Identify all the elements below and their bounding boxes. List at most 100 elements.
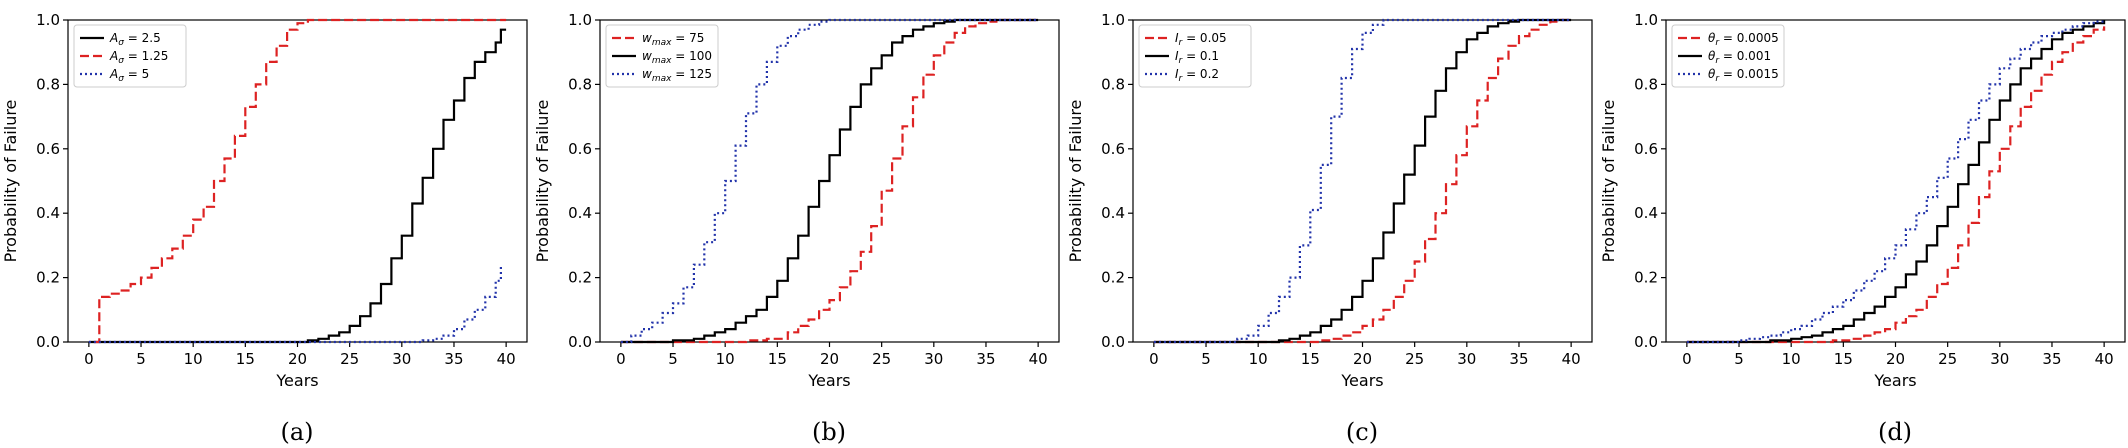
x-axis-label: Years: [807, 371, 850, 390]
x-tick-label: 30: [1457, 350, 1476, 368]
y-tick-label: 0.0: [1634, 333, 1658, 351]
x-tick-label: 25: [340, 350, 359, 368]
legend-label: θr = 0.0005: [1708, 31, 1779, 48]
y-tick-label: 0.8: [568, 75, 592, 93]
x-tick-label: 25: [1405, 350, 1424, 368]
chart-panel-2: 0 5 10 15 20 25 30 35 40 0.0 0.2 0.4 0.6 0.8 1.0 Years P…: [533, 11, 1060, 446]
series-line-dotted: [1686, 20, 2106, 344]
x-tick-label: 5: [1734, 350, 1744, 368]
series-line-solid: [1153, 18, 1572, 344]
y-tick-label: 0.2: [1101, 269, 1125, 287]
panel-caption: (d): [1878, 418, 1912, 446]
x-axis-label: Years: [1873, 371, 1916, 390]
y-tick-label: 0.4: [568, 204, 592, 222]
legend-label: Aσ = 2.5: [109, 31, 161, 48]
legend-label: Aσ = 5: [109, 67, 149, 84]
legend-label: Ir = 0.05: [1175, 31, 1227, 48]
y-tick-label: 1.0: [1101, 11, 1125, 29]
x-tick-label: 10: [1249, 350, 1268, 368]
y-axis-label: Probability of Failure: [1066, 100, 1085, 263]
x-tick-label: 35: [444, 350, 463, 368]
legend-box: [1671, 24, 1785, 88]
x-tick-label: 40: [497, 350, 516, 368]
legend-label: Ir = 0.1: [1175, 49, 1219, 66]
legend-box: [1138, 24, 1252, 88]
chart-panel-3: 0 5 10 15 20 25 30 35 40 0.0 0.2 0.4 0.6 0.8 1.0 Years P…: [1066, 11, 1593, 446]
y-tick-label: 0.6: [1101, 140, 1125, 158]
x-tick-label: 15: [768, 350, 787, 368]
y-tick-label: 0.4: [1634, 204, 1658, 222]
panel-caption: (b): [812, 418, 846, 446]
x-tick-label: 40: [2095, 350, 2114, 368]
x-tick-label: 5: [1201, 350, 1211, 368]
x-tick-label: 20: [1353, 350, 1372, 368]
x-tick-label: 10: [1782, 350, 1801, 368]
x-axis-label: Years: [275, 371, 318, 390]
y-axis-label: Probability of Failure: [1599, 100, 1618, 263]
legend-label: wmax = 125: [642, 67, 712, 84]
y-tick-label: 0.6: [568, 140, 592, 158]
y-axis-label: Probability of Failure: [533, 100, 552, 263]
x-tick-label: 10: [184, 350, 203, 368]
x-tick-label: 15: [1834, 350, 1853, 368]
x-tick-label: 0: [1682, 350, 1692, 368]
y-tick-label: 0.0: [568, 333, 592, 351]
y-tick-label: 0.0: [36, 333, 60, 351]
y-tick-label: 0.2: [36, 269, 60, 287]
series-line-dashed: [1686, 26, 2106, 344]
y-tick-label: 0.8: [36, 75, 60, 93]
panel-caption: (a): [280, 418, 313, 446]
chart-panel-4: 0 5 10 15 20 25 30 35 40 0.0 0.2 0.4 0.6 0.8 1.0 Years P…: [1599, 11, 2126, 446]
y-tick-label: 1.0: [568, 11, 592, 29]
x-tick-label: 20: [288, 350, 307, 368]
x-tick-label: 35: [2042, 350, 2061, 368]
series-line-dashed: [1153, 18, 1572, 344]
y-tick-label: 0.8: [1634, 75, 1658, 93]
y-tick-label: 0.4: [1101, 204, 1125, 222]
series-line-dashed: [94, 18, 507, 344]
x-tick-label: 25: [872, 350, 891, 368]
y-axis-label: Probability of Failure: [1, 100, 20, 263]
x-tick-label: 30: [924, 350, 943, 368]
x-tick-label: 15: [1301, 350, 1320, 368]
x-tick-label: 0: [616, 350, 626, 368]
y-tick-label: 1.0: [1634, 11, 1658, 29]
legend-label: wmax = 100: [642, 49, 712, 66]
x-tick-label: 20: [1886, 350, 1905, 368]
x-tick-label: 0: [84, 350, 94, 368]
x-tick-label: 10: [716, 350, 735, 368]
y-tick-label: 0.2: [1634, 269, 1658, 287]
x-tick-label: 35: [1509, 350, 1528, 368]
series-line-dashed: [620, 18, 1039, 344]
x-tick-label: 15: [236, 350, 255, 368]
series-line-dotted: [88, 264, 502, 344]
legend-label: θr = 0.0015: [1708, 67, 1779, 84]
x-tick-label: 5: [136, 350, 146, 368]
series-line-solid: [1686, 20, 2106, 344]
panel-caption: (c): [1346, 418, 1378, 446]
x-tick-label: 0: [1149, 350, 1159, 368]
y-tick-label: 0.8: [1101, 75, 1125, 93]
x-tick-label: 40: [1029, 350, 1048, 368]
legend-label: Aσ = 1.25: [109, 49, 168, 66]
y-tick-label: 0.4: [36, 204, 60, 222]
x-tick-label: 25: [1938, 350, 1957, 368]
x-tick-label: 30: [392, 350, 411, 368]
x-axis-label: Years: [1340, 371, 1383, 390]
x-tick-label: 30: [1990, 350, 2009, 368]
legend-box: [73, 24, 187, 88]
x-tick-label: 20: [820, 350, 839, 368]
legend-label: Ir = 0.2: [1175, 67, 1219, 84]
y-tick-label: 0.6: [1634, 140, 1658, 158]
x-tick-label: 35: [976, 350, 995, 368]
chart-panel-1: 0 5 10 15 20 25 30 35 40 0.0 0.2 0.4 0.6 0.8 1.0 Years P…: [1, 11, 528, 446]
legend-label: wmax = 75: [642, 31, 704, 48]
y-tick-label: 0.0: [1101, 333, 1125, 351]
legend-box: [605, 24, 719, 88]
x-tick-label: 40: [1562, 350, 1581, 368]
series-line-solid: [620, 18, 1039, 344]
